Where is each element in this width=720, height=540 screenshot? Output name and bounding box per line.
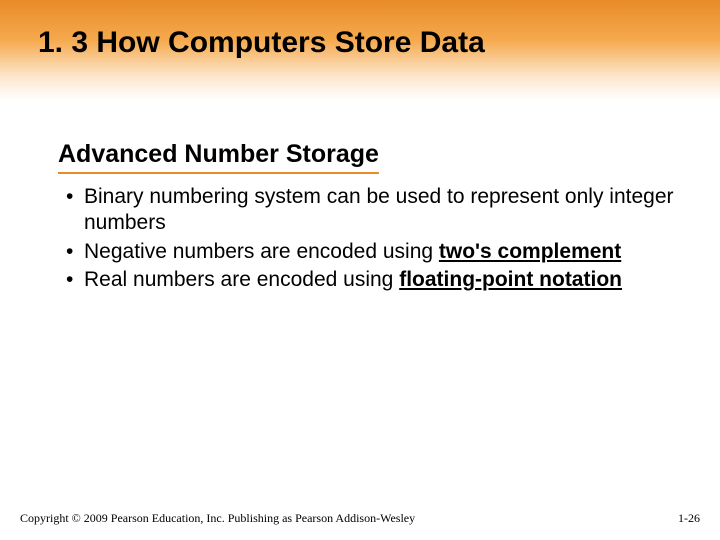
copyright-text: Copyright © 2009 Pearson Education, Inc.… bbox=[20, 511, 415, 526]
subheading: Advanced Number Storage bbox=[58, 140, 379, 174]
content-area: Advanced Number Storage Binary numbering… bbox=[58, 140, 680, 295]
list-item: Negative numbers are encoded using two's… bbox=[66, 239, 680, 265]
bullet-text: Real numbers are encoded using bbox=[84, 268, 399, 291]
bullet-list: Binary numbering system can be used to r… bbox=[58, 184, 680, 293]
bullet-text: Negative numbers are encoded using bbox=[84, 240, 439, 263]
bullet-text: Binary numbering system can be used to r… bbox=[84, 185, 674, 234]
page-number: 1-26 bbox=[678, 511, 700, 526]
slide-title: 1. 3 How Computers Store Data bbox=[38, 26, 485, 60]
bullet-emphasis: two's complement bbox=[439, 240, 621, 263]
list-item: Binary numbering system can be used to r… bbox=[66, 184, 680, 237]
bullet-emphasis: floating-point notation bbox=[399, 268, 622, 291]
footer: Copyright © 2009 Pearson Education, Inc.… bbox=[20, 511, 700, 526]
list-item: Real numbers are encoded using floating-… bbox=[66, 267, 680, 293]
